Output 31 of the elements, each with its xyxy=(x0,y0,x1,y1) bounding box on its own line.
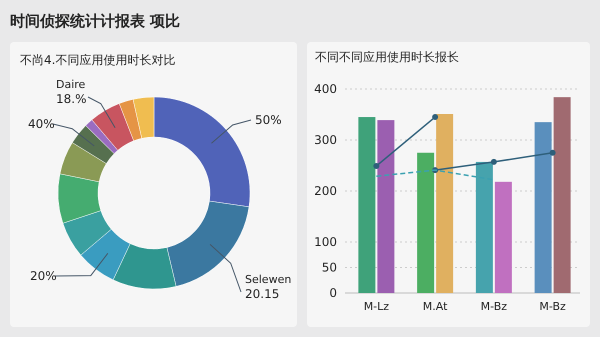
x-tick-label: M-Bz xyxy=(480,300,508,313)
bar xyxy=(417,152,434,293)
x-tick-label: M-Bz xyxy=(539,300,566,313)
y-tick-label: 0 xyxy=(329,286,337,300)
point xyxy=(432,114,438,120)
bar xyxy=(377,120,394,293)
y-tick-label: 50 xyxy=(322,260,337,274)
text: 20.15 xyxy=(245,287,280,301)
text: 20% xyxy=(30,269,57,283)
y-tick-label: 100 xyxy=(314,235,337,249)
chart-title: 不同不同应用使用时长报长 xyxy=(315,50,459,64)
y-tick-label: 200 xyxy=(314,184,337,198)
bar xyxy=(358,117,376,293)
bar xyxy=(436,114,454,293)
chart-title: 不尚4.不同应用使用时长对比 xyxy=(20,53,176,67)
y-tick-label: 300 xyxy=(314,133,337,147)
text: 40% xyxy=(28,117,55,131)
point xyxy=(490,158,497,165)
text: 18.% xyxy=(56,92,86,106)
x-tick-label: M-Lz xyxy=(364,300,390,313)
bar xyxy=(534,122,552,293)
bar xyxy=(554,97,571,293)
slice-label: Daire xyxy=(56,78,86,91)
text: 时间侦探统计计报表 项比 xyxy=(10,12,180,30)
text: 50% xyxy=(255,113,282,127)
slice-label: Selewen xyxy=(245,273,292,286)
bar xyxy=(494,182,512,293)
x-tick-label: M.At xyxy=(422,300,448,313)
point xyxy=(550,150,556,156)
y-tick-label: 400 xyxy=(314,82,337,96)
point xyxy=(373,163,380,170)
